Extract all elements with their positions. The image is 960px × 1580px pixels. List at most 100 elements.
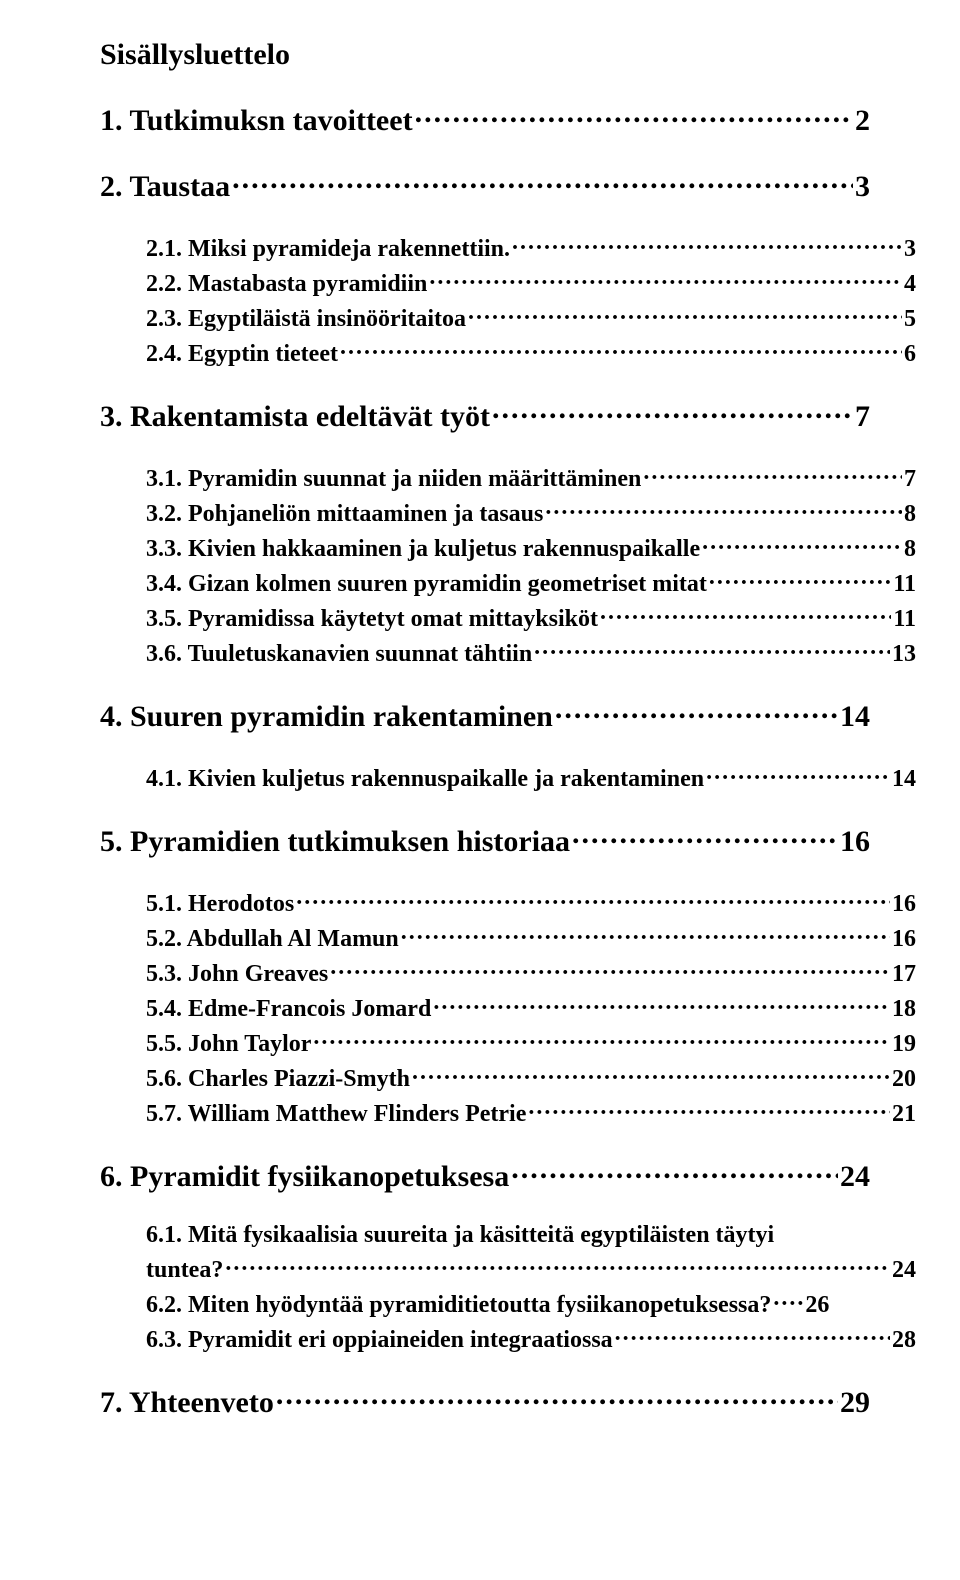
toc-entry-label: 6. Pyramidit fysiikanopetuksesa [100,1160,509,1194]
toc-entry: 2. Taustaa 3 [100,166,870,204]
toc-entry: 3.3. Kivien hakkaaminen ja kuljetus rake… [146,532,916,563]
toc-leader [401,922,890,946]
toc-leader [615,1323,890,1347]
toc-entry: 2.3. Egyptiläistä insinööritaitoa5 [146,302,916,333]
toc-entry-page: 11 [893,571,916,598]
toc-group: 6.1. Mitä fysikaalisia suureita ja käsit… [100,1222,870,1354]
toc-entry-page: 14 [840,700,870,734]
toc-body: 1. Tutkimuksn tavoitteet 2 2. Taustaa 3 2.1.… [100,100,870,1420]
toc-entry: 7. Yhteenveto 29 [100,1382,870,1420]
toc-entry: 3.1. Pyramidin suunnat ja niiden määritt… [146,462,916,493]
toc-entry-label: 4.1. Kivien kuljetus rakennuspaikalle ja… [146,766,704,793]
toc-entry-label: 3.5. Pyramidissa käytetyt omat mittayksi… [146,606,598,633]
toc-entry-page: 24 [840,1160,870,1194]
toc-leader [330,957,890,981]
toc-entry-label: 3.4. Gizan kolmen suuren pyramidin geome… [146,571,707,598]
toc-entry: 5.7. William Matthew Flinders Petrie 21 [146,1097,916,1128]
toc-entry-label: tuntea? [146,1257,223,1284]
toc-group: 5.1. Herodotos165.2. Abdullah Al Mamun16… [100,887,870,1128]
toc-entry: 5.1. Herodotos16 [146,887,916,918]
toc-leader [512,232,902,256]
toc-entry-label: 6.3. Pyramidit eri oppiaineiden integraa… [146,1327,613,1354]
toc-entry-page: 17 [892,961,916,988]
toc-leader [706,762,890,786]
toc-entry-label: 7. Yhteenveto [100,1386,274,1420]
toc-entry-label: 3.3. Kivien hakkaaminen ja kuljetus rake… [146,536,700,563]
toc-entry: 5.5. John Taylor19 [146,1027,916,1058]
toc-entry: 3.6. Tuuletuskanavien suunnat tähtiin 13 [146,637,916,668]
toc-leader [555,696,838,726]
toc-leader [572,821,838,851]
toc-entry-label: 5.7. William Matthew Flinders Petrie [146,1101,526,1128]
toc-entry: tuntea?24 [146,1253,916,1284]
toc-entry-label: 3. Rakentamista edeltävät työt [100,400,490,434]
toc-entry-page: 7 [855,400,870,434]
toc-leader [340,337,902,361]
toc-leader [468,302,902,326]
toc-entry-page: 16 [840,825,870,859]
toc-leader [643,462,902,486]
toc-leader [773,1288,803,1312]
toc-entry: 5.4. Edme-Francois Jomard18 [146,992,916,1023]
toc-entry-page: 13 [892,641,916,668]
toc-entry: 1. Tutkimuksn tavoitteet 2 [100,100,870,138]
toc-group: 2.1. Miksi pyramideja rakennettiin.32.2.… [100,232,870,368]
toc-entry: 6.1. Mitä fysikaalisia suureita ja käsit… [146,1222,916,1249]
toc-leader [232,166,853,196]
toc-leader [415,100,853,130]
toc-entry-label: 6.1. Mitä fysikaalisia suureita ja käsit… [146,1222,774,1249]
toc-leader [545,497,902,521]
toc-entry: 5. Pyramidien tutkimuksen historiaa 16 [100,821,870,859]
toc-leader [412,1062,890,1086]
toc-entry-page: 3 [904,236,916,263]
toc-entry: 3.2. Pohjaneliön mittaaminen ja tasaus8 [146,497,916,528]
toc-group: 3.1. Pyramidin suunnat ja niiden määritt… [100,462,870,668]
toc-entry-label: 2.4. Egyptin tieteet [146,341,338,368]
toc-entry-label: 2. Taustaa [100,170,230,204]
toc-entry: 4.1. Kivien kuljetus rakennuspaikalle ja… [146,762,916,793]
toc-entry-label: 2.1. Miksi pyramideja rakennettiin. [146,236,510,263]
toc-entry-page: 6 [904,341,916,368]
toc-title: Sisällysluettelo [100,38,870,72]
toc-entry-label: 2.3. Egyptiläistä insinööritaitoa [146,306,466,333]
toc-leader [534,637,890,661]
toc-entry-page: 18 [892,996,916,1023]
toc-entry-label: 2.2. Mastabasta pyramidiin [146,271,427,298]
toc-entry-page: 21 [892,1101,916,1128]
toc-entry-label: 5.3. John Greaves [146,961,328,988]
toc-entry-page: 4 [904,271,916,298]
toc-entry-label: 1. Tutkimuksn tavoitteet [100,104,413,138]
toc-entry-label: 5. Pyramidien tutkimuksen historiaa [100,825,570,859]
toc-entry: 6.3. Pyramidit eri oppiaineiden integraa… [146,1323,916,1354]
toc-leader [313,1027,890,1051]
toc-leader [276,1382,838,1412]
toc-entry: 5.6. Charles Piazzi-Smyth20 [146,1062,916,1093]
toc-entry: 5.2. Abdullah Al Mamun16 [146,922,916,953]
toc-leader [492,396,853,426]
toc-leader [429,267,902,291]
toc-entry: 3.5. Pyramidissa käytetyt omat mittayksi… [146,602,916,633]
toc-entry-page: 28 [892,1327,916,1354]
toc-leader [528,1097,890,1121]
toc-leader [702,532,902,556]
toc-entry-page: 29 [840,1386,870,1420]
toc-entry-label: 6.2. Miten hyödyntää pyramiditietoutta f… [146,1292,771,1319]
toc-entry-page: 8 [904,501,916,528]
toc-entry: 2.4. Egyptin tieteet 6 [146,337,916,368]
toc-page: Sisällysluettelo 1. Tutkimuksn tavoittee… [0,0,960,1580]
toc-entry-page: 11 [893,606,916,633]
toc-entry: 2.2. Mastabasta pyramidiin 4 [146,267,916,298]
toc-entry-label: 5.2. Abdullah Al Mamun [146,926,399,953]
toc-entry-page: 8 [904,536,916,563]
toc-entry-label: 4. Suuren pyramidin rakentaminen [100,700,553,734]
toc-leader [600,602,891,626]
toc-entry: 2.1. Miksi pyramideja rakennettiin. 3 [146,232,916,263]
toc-entry-page: 16 [892,891,916,918]
toc-entry-label: 3.6. Tuuletuskanavien suunnat tähtiin [146,641,532,668]
toc-entry-label: 5.6. Charles Piazzi-Smyth [146,1066,410,1093]
toc-entry-page: 2 [855,104,870,138]
toc-entry-page: 3 [855,170,870,204]
toc-leader [433,992,890,1016]
toc-entry-page: 14 [892,766,916,793]
toc-leader [225,1253,890,1277]
